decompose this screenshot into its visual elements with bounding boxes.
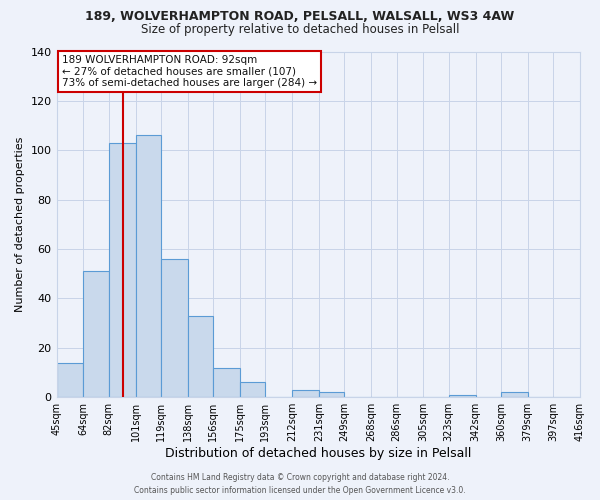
Bar	[292, 390, 319, 397]
Bar	[136, 136, 161, 397]
Y-axis label: Number of detached properties: Number of detached properties	[15, 136, 25, 312]
X-axis label: Distribution of detached houses by size in Pelsall: Distribution of detached houses by size …	[165, 447, 472, 460]
Text: 189 WOLVERHAMPTON ROAD: 92sqm
← 27% of detached houses are smaller (107)
73% of : 189 WOLVERHAMPTON ROAD: 92sqm ← 27% of d…	[62, 55, 317, 88]
Bar	[56, 362, 83, 397]
Text: 189, WOLVERHAMPTON ROAD, PELSALL, WALSALL, WS3 4AW: 189, WOLVERHAMPTON ROAD, PELSALL, WALSAL…	[85, 10, 515, 23]
Bar	[240, 382, 265, 397]
Bar	[449, 394, 476, 397]
Bar	[83, 272, 109, 397]
Bar	[188, 316, 213, 397]
Bar	[213, 368, 240, 397]
Text: Contains HM Land Registry data © Crown copyright and database right 2024.
Contai: Contains HM Land Registry data © Crown c…	[134, 474, 466, 495]
Bar	[109, 143, 136, 397]
Bar	[161, 259, 188, 397]
Bar	[501, 392, 528, 397]
Bar	[319, 392, 344, 397]
Text: Size of property relative to detached houses in Pelsall: Size of property relative to detached ho…	[141, 22, 459, 36]
